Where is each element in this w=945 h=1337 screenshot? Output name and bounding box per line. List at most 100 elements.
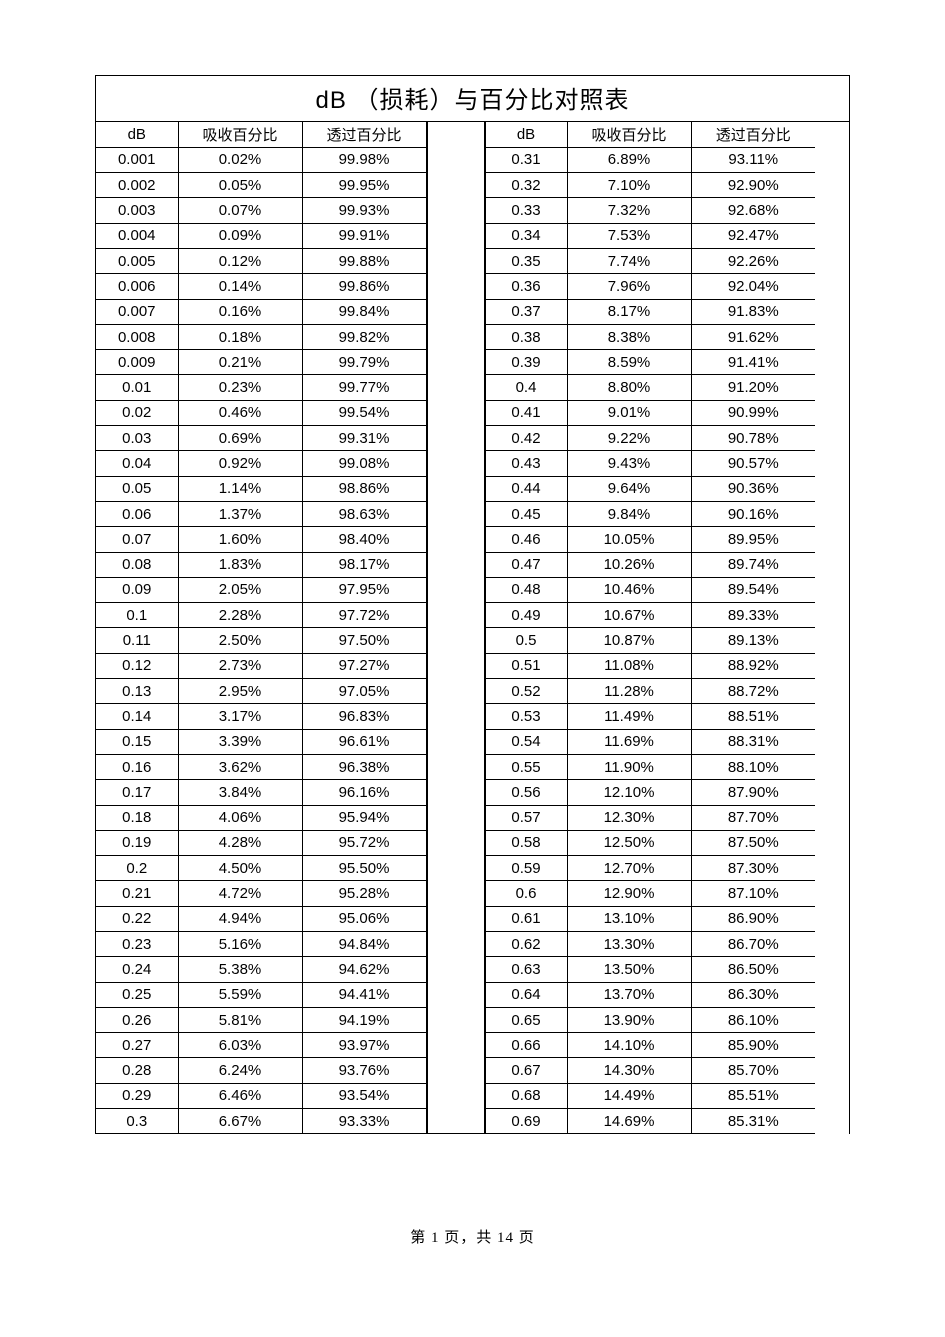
- table-row: 0.0060.14%99.86%: [96, 274, 426, 299]
- cell-db: 0.53: [485, 704, 567, 729]
- table-row: 0.184.06%95.94%: [96, 805, 426, 830]
- table-row: 0.0080.18%99.82%: [96, 324, 426, 349]
- table-row: 0.5712.30%87.70%: [485, 805, 815, 830]
- col-header-db: dB: [96, 122, 178, 147]
- table-row: 0.510.87%89.13%: [485, 628, 815, 653]
- table-row: 0.132.95%97.05%: [96, 679, 426, 704]
- table-row: 0.6213.30%86.70%: [485, 932, 815, 957]
- cell-db: 0.005: [96, 248, 178, 273]
- cell-through: 90.16%: [691, 501, 815, 526]
- cell-absorb: 7.74%: [567, 248, 691, 273]
- table-row: 0.347.53%92.47%: [485, 223, 815, 248]
- cell-through: 99.91%: [302, 223, 426, 248]
- table-row: 0.071.60%98.40%: [96, 527, 426, 552]
- table-row: 0.286.24%93.76%: [96, 1058, 426, 1083]
- table-row: 0.36.67%93.33%: [96, 1109, 426, 1134]
- table-row: 0.092.05%97.95%: [96, 577, 426, 602]
- cell-through: 87.30%: [691, 856, 815, 881]
- cell-through: 92.26%: [691, 248, 815, 273]
- cell-through: 94.84%: [302, 932, 426, 957]
- cell-absorb: 2.05%: [178, 577, 302, 602]
- cell-db: 0.12: [96, 653, 178, 678]
- table-row: 0.5211.28%88.72%: [485, 679, 815, 704]
- cell-db: 0.64: [485, 982, 567, 1007]
- cell-through: 95.28%: [302, 881, 426, 906]
- cell-through: 92.04%: [691, 274, 815, 299]
- cell-absorb: 13.30%: [567, 932, 691, 957]
- cell-db: 0.39: [485, 350, 567, 375]
- cell-through: 92.47%: [691, 223, 815, 248]
- table-row: 0.0050.12%99.88%: [96, 248, 426, 273]
- cell-db: 0.18: [96, 805, 178, 830]
- table-row: 0.6113.10%86.90%: [485, 906, 815, 931]
- cell-through: 93.76%: [302, 1058, 426, 1083]
- table-row: 0.398.59%91.41%: [485, 350, 815, 375]
- cell-absorb: 13.50%: [567, 957, 691, 982]
- cell-absorb: 6.03%: [178, 1033, 302, 1058]
- table-row: 0.6614.10%85.90%: [485, 1033, 815, 1058]
- cell-through: 90.57%: [691, 451, 815, 476]
- cell-db: 0.33: [485, 198, 567, 223]
- table-row: 0.5411.69%88.31%: [485, 729, 815, 754]
- cell-absorb: 3.62%: [178, 754, 302, 779]
- tables-wrap: dB 吸收百分比 透过百分比 0.0010.02%99.98%0.0020.05…: [96, 122, 849, 1134]
- table-row: 0.0040.09%99.91%: [96, 223, 426, 248]
- table-row: 0.6513.90%86.10%: [485, 1007, 815, 1032]
- cell-through: 89.13%: [691, 628, 815, 653]
- table-row: 0.265.81%94.19%: [96, 1007, 426, 1032]
- document-page: dB （损耗）与百分比对照表 dB 吸收百分比 透过百分比 0.0010.02%…: [0, 0, 945, 1247]
- table-row: 0.5612.10%87.90%: [485, 780, 815, 805]
- cell-through: 91.20%: [691, 375, 815, 400]
- cell-db: 0.51: [485, 653, 567, 678]
- cell-db: 0.54: [485, 729, 567, 754]
- table-row: 0.255.59%94.41%: [96, 982, 426, 1007]
- cell-db: 0.2: [96, 856, 178, 881]
- table-row: 0.48.80%91.20%: [485, 375, 815, 400]
- cell-absorb: 0.14%: [178, 274, 302, 299]
- table-row: 0.0070.16%99.84%: [96, 299, 426, 324]
- cell-db: 0.05: [96, 476, 178, 501]
- cell-through: 97.50%: [302, 628, 426, 653]
- cell-db: 0.25: [96, 982, 178, 1007]
- cell-absorb: 14.69%: [567, 1109, 691, 1134]
- table-row: 0.194.28%95.72%: [96, 830, 426, 855]
- cell-absorb: 3.84%: [178, 780, 302, 805]
- cell-through: 87.90%: [691, 780, 815, 805]
- cell-through: 99.98%: [302, 147, 426, 172]
- cell-absorb: 11.49%: [567, 704, 691, 729]
- cell-through: 98.63%: [302, 501, 426, 526]
- table-row: 0.296.46%93.54%: [96, 1083, 426, 1108]
- col-header-absorb: 吸收百分比: [567, 122, 691, 147]
- cell-through: 99.82%: [302, 324, 426, 349]
- col-header-through: 透过百分比: [691, 122, 815, 147]
- cell-absorb: 4.94%: [178, 906, 302, 931]
- cell-through: 95.50%: [302, 856, 426, 881]
- cell-absorb: 0.92%: [178, 451, 302, 476]
- cell-absorb: 13.10%: [567, 906, 691, 931]
- cell-through: 99.88%: [302, 248, 426, 273]
- cell-db: 0.42: [485, 426, 567, 451]
- table-row: 0.173.84%96.16%: [96, 780, 426, 805]
- cell-db: 0.59: [485, 856, 567, 881]
- cell-absorb: 7.53%: [567, 223, 691, 248]
- table-row: 0.235.16%94.84%: [96, 932, 426, 957]
- cell-through: 99.08%: [302, 451, 426, 476]
- cell-absorb: 7.10%: [567, 173, 691, 198]
- cell-absorb: 9.84%: [567, 501, 691, 526]
- cell-db: 0.34: [485, 223, 567, 248]
- cell-db: 0.43: [485, 451, 567, 476]
- cell-absorb: 6.46%: [178, 1083, 302, 1108]
- cell-absorb: 0.21%: [178, 350, 302, 375]
- table-container: dB （损耗）与百分比对照表 dB 吸收百分比 透过百分比 0.0010.02%…: [95, 75, 850, 1134]
- cell-absorb: 0.09%: [178, 223, 302, 248]
- cell-through: 89.33%: [691, 603, 815, 628]
- table-row: 0.051.14%98.86%: [96, 476, 426, 501]
- cell-db: 0.67: [485, 1058, 567, 1083]
- cell-absorb: 9.64%: [567, 476, 691, 501]
- cell-absorb: 14.10%: [567, 1033, 691, 1058]
- cell-db: 0.06: [96, 501, 178, 526]
- cell-through: 85.51%: [691, 1083, 815, 1108]
- cell-through: 98.86%: [302, 476, 426, 501]
- cell-db: 0.32: [485, 173, 567, 198]
- table-row: 0.143.17%96.83%: [96, 704, 426, 729]
